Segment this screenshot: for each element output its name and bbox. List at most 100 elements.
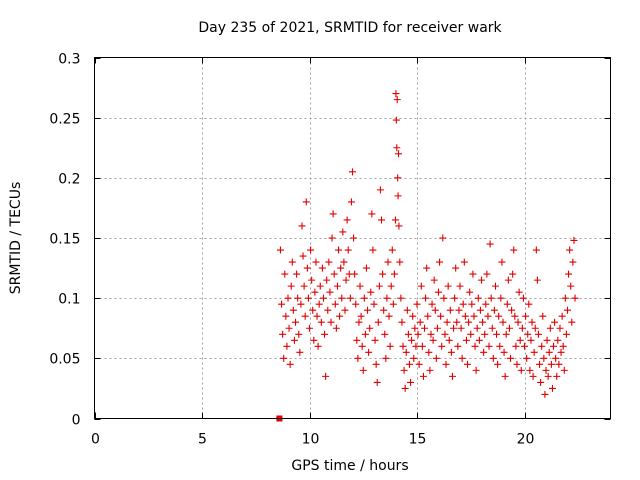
data-point — [297, 300, 305, 308]
data-point — [316, 282, 324, 290]
data-point — [354, 354, 362, 362]
data-point — [368, 210, 376, 218]
x-axis-label: GPS time / hours — [291, 458, 408, 474]
data-point — [415, 360, 423, 368]
data-point — [332, 324, 340, 332]
data-point — [360, 294, 368, 302]
data-point — [337, 264, 345, 272]
data-point — [374, 318, 382, 326]
data-point — [393, 144, 401, 152]
data-point — [502, 330, 510, 338]
data-point — [507, 354, 515, 362]
data-point — [499, 318, 507, 326]
data-point — [551, 318, 559, 326]
data-point — [311, 288, 319, 296]
data-point — [540, 354, 548, 362]
data-point — [518, 324, 526, 332]
data-point — [445, 336, 453, 344]
data-point — [414, 330, 422, 338]
data-point — [521, 342, 528, 350]
data-point — [568, 318, 576, 326]
data-point — [310, 336, 318, 344]
data-point — [455, 306, 463, 314]
data-point — [386, 342, 394, 350]
data-point — [366, 324, 374, 332]
data-point — [392, 90, 400, 98]
data-point — [407, 378, 415, 386]
x-tick-label: 10 — [302, 432, 320, 448]
data-point — [466, 288, 474, 296]
data-point — [422, 294, 430, 302]
data-point — [529, 372, 537, 380]
data-point — [524, 330, 532, 338]
data-point — [504, 276, 512, 284]
data-point — [413, 300, 421, 308]
data-point — [356, 282, 364, 290]
data-point — [512, 342, 520, 350]
data-point — [303, 264, 311, 272]
data-point — [446, 306, 454, 314]
data-point — [561, 294, 569, 302]
data-point — [501, 372, 509, 380]
data-point — [409, 312, 417, 320]
data-point — [327, 318, 335, 326]
data-point — [397, 294, 405, 302]
data-point — [537, 378, 545, 386]
data-point — [338, 294, 346, 302]
data-point — [532, 246, 540, 254]
data-point — [282, 312, 290, 320]
data-point — [351, 270, 359, 278]
data-point — [340, 258, 348, 266]
data-point — [369, 246, 377, 254]
data-point — [292, 318, 300, 326]
data-point — [304, 294, 312, 302]
data-point — [560, 366, 568, 374]
data-point — [513, 360, 521, 368]
data-point — [342, 276, 350, 284]
data-point — [384, 258, 392, 266]
data-point — [511, 312, 519, 320]
data-point — [437, 312, 445, 320]
data-point — [381, 330, 389, 338]
data-point — [448, 372, 456, 380]
data-point — [565, 270, 573, 278]
data-point — [468, 300, 476, 308]
data-point — [459, 300, 467, 308]
data-point — [479, 318, 487, 326]
data-point — [347, 198, 355, 206]
data-point — [289, 306, 297, 314]
data-point — [423, 264, 431, 272]
data-point — [538, 342, 546, 350]
data-point — [514, 318, 522, 326]
data-point — [545, 348, 553, 356]
data-point — [396, 258, 404, 266]
data-point — [424, 312, 432, 320]
data-point — [285, 324, 293, 332]
data-point — [530, 348, 538, 356]
data-point — [299, 252, 307, 260]
data-point — [319, 294, 327, 302]
y-axis-label: SRMTID / TECUs — [8, 182, 24, 295]
data-point — [350, 234, 358, 242]
data-point — [542, 366, 550, 374]
data-point — [441, 330, 449, 338]
data-point — [472, 366, 480, 374]
data-point — [570, 236, 578, 244]
data-point — [390, 270, 398, 278]
data-point — [335, 246, 343, 254]
data-point — [485, 342, 493, 350]
data-point — [438, 342, 446, 350]
data-point — [481, 330, 489, 338]
data-point — [556, 324, 564, 332]
data-point — [302, 198, 310, 206]
data-point — [526, 366, 534, 374]
data-point — [389, 300, 397, 308]
data-point — [395, 222, 403, 230]
data-point — [280, 354, 288, 362]
data-point — [519, 294, 527, 302]
data-point — [315, 300, 323, 308]
data-point — [562, 330, 570, 338]
data-point — [419, 372, 427, 380]
data-point — [505, 324, 513, 332]
